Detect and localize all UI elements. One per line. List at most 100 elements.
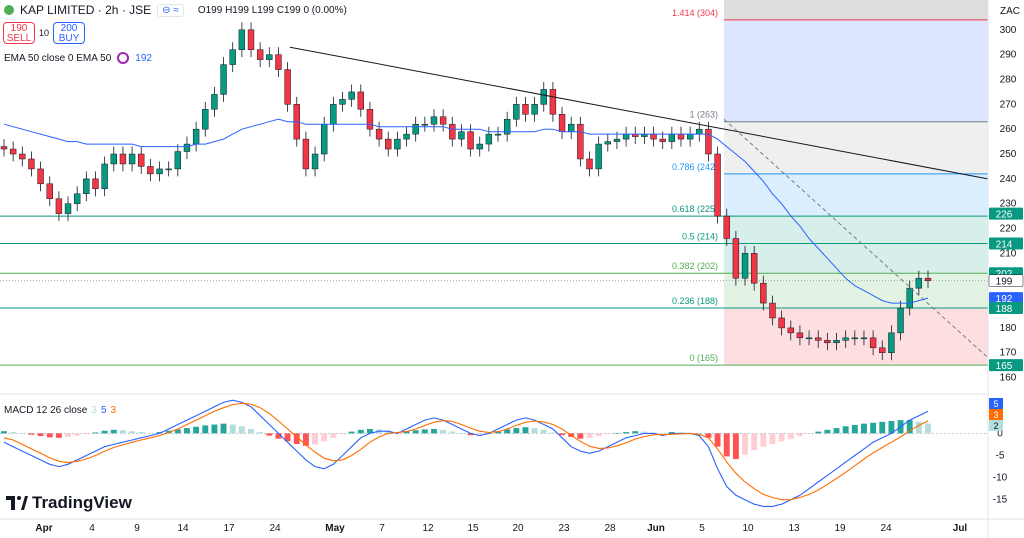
macd-histogram-bar [559,433,566,436]
candle [19,153,26,160]
trade-buttons: 190 SELL 10 200 BUY [3,22,86,44]
macd-value-box [989,398,1003,409]
time-tick-label: Apr [35,523,52,534]
candle [119,153,127,165]
price-label: 188 [996,304,1013,315]
price-label-box [989,207,1023,220]
price-pane[interactable] [0,22,989,361]
candle [842,337,849,341]
macd-histogram-bar [65,433,71,437]
macd-histogram-bar [467,433,474,436]
candle [833,340,840,344]
candle [906,287,913,309]
macd-histogram-bar [632,431,639,434]
macd-value-label: 5 [993,399,998,409]
macd-histogram-bar [385,430,392,434]
buy-button[interactable]: 200 BUY [53,22,86,44]
macd-histogram-bar [302,433,309,446]
macd-histogram-bar [257,432,264,434]
ema-legend[interactable]: EMA 50 close 0 EMA 50 192 [4,52,152,64]
price-tick-label: 160 [1000,373,1017,384]
trendline [289,46,989,180]
candle [760,282,767,304]
low-value: L199 [251,4,274,16]
compare-toggle-icon[interactable]: ⊖ ≈ [157,3,184,17]
macd-histogram-bar [403,431,410,434]
candle [860,337,868,340]
macd-value-label: 3 [993,410,998,420]
macd-histogram-bar [851,424,858,434]
candle [174,151,182,170]
time-tick-label: 15 [467,523,479,534]
macd-line [3,399,929,507]
macd-histogram-bar [312,433,318,445]
high-value: H199 [225,4,249,16]
fib-zone-top [724,0,988,20]
macd-histogram-bar [531,428,538,434]
time-tick-label: May [325,523,345,534]
close-value: C199 [276,4,301,16]
fib-zone-0.382 [724,273,988,309]
price-tick-label: 230 [1000,199,1017,210]
spread-value: 10 [39,28,50,38]
candle [476,143,483,150]
candle [28,158,35,170]
candle [696,128,703,135]
candle [156,168,163,175]
symbol-header: KAP LIMITED · 2h · JSE ⊖ ≈ O199 H199 L19… [4,3,347,17]
price-label-box [989,292,1023,305]
time-tick-label: 13 [788,523,800,534]
macd-legend-macd: 5 [100,405,107,416]
fib-zone-0.786 [724,173,988,217]
time-tick-label: 17 [223,523,235,534]
macd-histogram-bar [293,433,300,444]
price-tick-label: 240 [1000,174,1017,185]
candle [375,128,383,140]
tradingview-wordmark: TradingView [32,493,132,512]
macd-histogram-bar [248,428,254,434]
macd-histogram-bar [751,433,758,451]
macd-histogram-bar [284,433,291,442]
macd-pane[interactable] [0,393,988,507]
candle [229,49,236,65]
candle [128,153,136,165]
macd-histogram-bar [842,426,849,434]
candle [503,118,511,135]
candle [256,49,264,60]
candle [796,332,804,339]
time-tick-label: 5 [699,523,705,534]
price-label: 165 [996,361,1013,372]
candle [467,131,474,150]
sell-button[interactable]: 190 SELL [3,22,35,44]
macd-histogram-bar [549,432,556,434]
macd-histogram-bar [586,433,593,438]
candle [348,91,355,100]
macd-histogram-bar [19,432,26,434]
macd-histogram-bar [641,431,648,434]
macd-histogram-bar [723,433,730,457]
macd-histogram-bar [806,433,813,434]
macd-histogram-bar [357,429,364,434]
fib-zone-0.618 [724,216,988,244]
time-tick-label: 9 [134,523,140,534]
price-tick-label: 270 [1000,99,1017,110]
macd-histogram-bar [705,433,712,438]
macd-histogram-bar [229,424,236,434]
macd-histogram-bar [266,433,273,436]
symbol-title[interactable]: KAP LIMITED · 2h · JSE [20,3,152,17]
change-value: 0 (0.00%) [303,4,347,16]
macd-legend[interactable]: MACD 12 26 close 3 5 3 [4,405,116,416]
indicator-settings-icon[interactable] [117,52,130,64]
price-tick-label: 220 [1000,224,1017,235]
currency-label[interactable]: ZAC [1000,6,1020,17]
macd-histogram-bar [513,428,520,434]
time-tick-label: 28 [604,523,616,534]
fib-zone-1.414 [724,19,988,122]
candle [723,215,730,239]
macd-histogram-bar [504,429,511,434]
candle [522,104,529,115]
macd-histogram-bar [495,431,501,434]
time-tick-label: 7 [379,523,385,534]
macd-tick-label: -15 [993,495,1008,506]
